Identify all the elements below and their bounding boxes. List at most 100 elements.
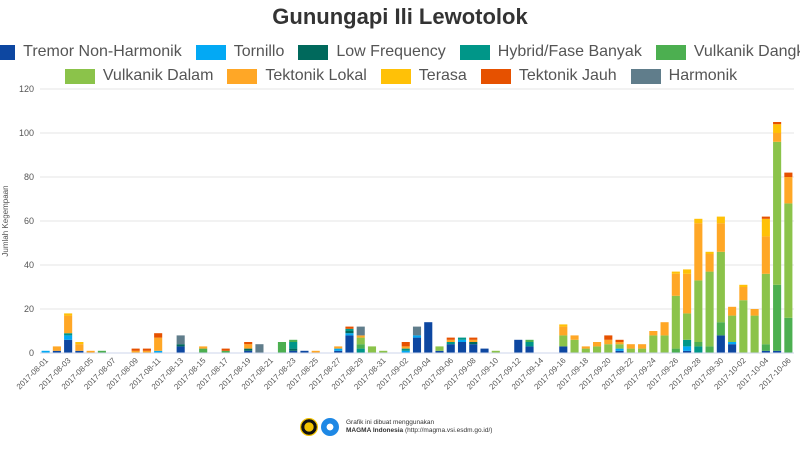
bar-segment xyxy=(401,348,410,351)
bar-segment xyxy=(525,346,534,353)
bar-segment xyxy=(75,350,84,353)
bar-segment xyxy=(289,342,298,349)
bar-segment xyxy=(480,348,489,353)
legend-item[interactable]: Harmonik xyxy=(630,67,738,85)
bar-segment xyxy=(131,350,140,353)
bar-segment xyxy=(75,342,84,345)
bar-segment xyxy=(559,335,568,347)
legend-item[interactable]: Vulkanik Dangkal xyxy=(655,43,800,61)
bar-segment xyxy=(412,326,422,336)
bar-segment xyxy=(244,344,253,349)
bar-segment xyxy=(457,339,467,342)
bar-segment xyxy=(469,339,478,342)
bar-segment xyxy=(649,335,658,353)
bar-segment xyxy=(604,335,613,340)
bar-segment xyxy=(142,350,151,353)
bar-segment xyxy=(683,350,692,353)
bar-segment xyxy=(694,280,703,342)
bar-segment xyxy=(773,350,782,353)
bar-segment xyxy=(660,335,669,353)
legend-item[interactable]: Hybrid/Fase Banyak xyxy=(459,43,642,61)
bar-segment xyxy=(649,331,658,336)
bar-segment xyxy=(593,342,602,347)
bar-segment xyxy=(345,335,354,353)
bar-segment xyxy=(401,342,410,347)
legend-item[interactable]: Tremor Non-Harmonik xyxy=(0,43,182,61)
legend-item[interactable]: Low Frequency xyxy=(298,43,446,61)
bar-segment xyxy=(773,124,782,133)
bar-segment xyxy=(761,216,770,219)
legend-swatch xyxy=(380,68,411,84)
legend-item[interactable]: Vulkanik Dalam xyxy=(64,67,214,85)
bar-segment xyxy=(334,346,343,349)
bar-segment xyxy=(345,331,354,334)
bar-segment xyxy=(412,337,422,353)
footer-credit: Grafik ini dibuat menggunakan MAGMA Indo… xyxy=(300,418,492,436)
bar-segment xyxy=(356,344,365,349)
legend-label: Vulkanik Dangkal xyxy=(693,43,800,60)
bar-segment xyxy=(334,348,343,351)
bar-segment xyxy=(559,324,568,327)
bar-segment xyxy=(446,344,455,353)
bar-segment xyxy=(750,309,759,316)
bar-segment xyxy=(356,348,365,353)
bar-segment xyxy=(671,295,680,349)
bar-segment xyxy=(593,346,602,353)
bar-segment xyxy=(52,346,61,351)
bar-segment xyxy=(739,284,748,287)
bar-segment xyxy=(604,339,613,345)
bar-segment xyxy=(660,322,669,336)
bar-segment xyxy=(581,346,590,349)
bar-segment xyxy=(761,350,770,353)
legend-item[interactable]: Tektonik Jauh xyxy=(480,67,617,85)
legend-item[interactable]: Tektonik Lokal xyxy=(227,67,367,85)
bar-segment xyxy=(671,348,680,353)
legend-label: Harmonik xyxy=(668,67,738,84)
legend-label: Vulkanik Dalam xyxy=(102,67,214,84)
bar-segment xyxy=(356,335,365,338)
bar-segment xyxy=(401,346,410,349)
legend-swatch xyxy=(459,44,490,60)
bar-segment xyxy=(604,344,613,353)
bar-segment xyxy=(435,350,444,353)
legend-swatch xyxy=(480,68,511,84)
bar-segment xyxy=(64,315,73,334)
bar-segment xyxy=(671,271,680,274)
bar-segment xyxy=(761,218,770,237)
bar-segment xyxy=(705,251,714,254)
bar-segment xyxy=(761,273,770,345)
bar-segment xyxy=(784,317,793,353)
bar-segment xyxy=(615,339,624,342)
bar-segment xyxy=(705,271,714,347)
bar-segment xyxy=(41,350,50,353)
bar-segment xyxy=(401,350,410,353)
footer-url: (http://magma.vsi.esdm.go.id/) xyxy=(403,427,493,434)
bar-segment xyxy=(570,339,579,353)
bar-segment xyxy=(570,335,579,340)
bar-segment xyxy=(683,313,692,340)
bar-segment xyxy=(412,335,422,338)
bar-segment xyxy=(64,339,73,353)
bar-segment xyxy=(739,300,748,353)
bar-segment xyxy=(244,348,253,351)
bar-segment xyxy=(277,342,287,353)
bar-segment xyxy=(64,335,73,340)
legend-row: Tremor Non-Harmonik Tornillo Low Frequency… xyxy=(0,40,800,64)
bar-segment xyxy=(86,350,95,353)
legend-swatch xyxy=(64,68,95,84)
bar-segment xyxy=(154,333,163,338)
bar-segment xyxy=(491,350,500,353)
bar-segment xyxy=(221,348,230,351)
y-tick-label: 20 xyxy=(24,304,34,314)
bar-segment xyxy=(221,350,230,353)
bar-segment xyxy=(345,333,354,336)
bar-segment xyxy=(750,315,759,353)
legend-item[interactable]: Terasa xyxy=(380,67,467,85)
bar-segment xyxy=(615,342,624,345)
bar-segment xyxy=(64,333,73,336)
bar-segment xyxy=(728,342,737,345)
bar-segment xyxy=(446,342,455,345)
bar-segment xyxy=(683,339,692,347)
legend-item[interactable]: Tornillo xyxy=(195,43,284,61)
bar-segment xyxy=(615,348,624,351)
